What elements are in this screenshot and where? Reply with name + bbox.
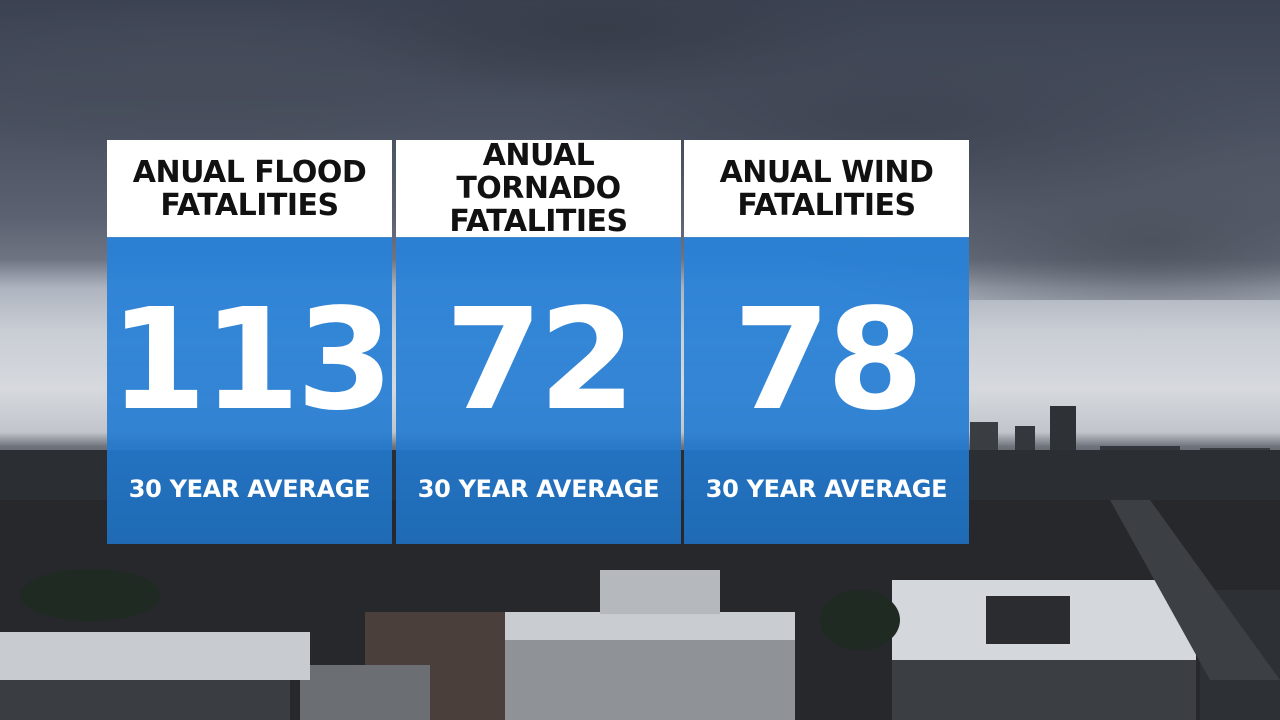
panel-body: 78 30 YEAR AVERAGE: [684, 237, 969, 544]
panel-value: 78: [733, 279, 924, 442]
panel-title-line2: FATALITIES: [737, 187, 916, 223]
panel-header: ANUAL TORNADO FATALITIES: [396, 138, 681, 239]
panel-header: ANUAL FLOOD FATALITIES: [107, 140, 392, 237]
panel-header: ANUAL WIND FATALITIES: [684, 140, 969, 237]
tornado-fatalities-panel: ANUAL TORNADO FATALITIES 72 30 YEAR AVER…: [396, 138, 681, 544]
panel-caption: 30 YEAR AVERAGE: [128, 475, 371, 503]
panel-caption: 30 YEAR AVERAGE: [705, 475, 948, 503]
panel-caption: 30 YEAR AVERAGE: [417, 475, 660, 503]
panel-value: 113: [109, 279, 393, 442]
panel-body: 113 30 YEAR AVERAGE: [107, 237, 394, 544]
panel-body: 72 30 YEAR AVERAGE: [396, 237, 681, 544]
panel-title-line2: FATALITIES: [449, 204, 628, 239]
panel-value: 72: [445, 279, 636, 442]
panel-title-line1: ANUAL FLOOD: [132, 154, 367, 190]
panel-title-line1: ANUAL WIND: [719, 154, 934, 190]
wind-fatalities-panel: ANUAL WIND FATALITIES 78 30 YEAR AVERAGE: [684, 140, 969, 544]
panel-title-line1: ANUAL TORNADO: [456, 138, 621, 206]
flood-fatalities-panel: ANUAL FLOOD FATALITIES 113 30 YEAR AVERA…: [107, 140, 394, 544]
panel-title-line2: FATALITIES: [160, 187, 339, 223]
